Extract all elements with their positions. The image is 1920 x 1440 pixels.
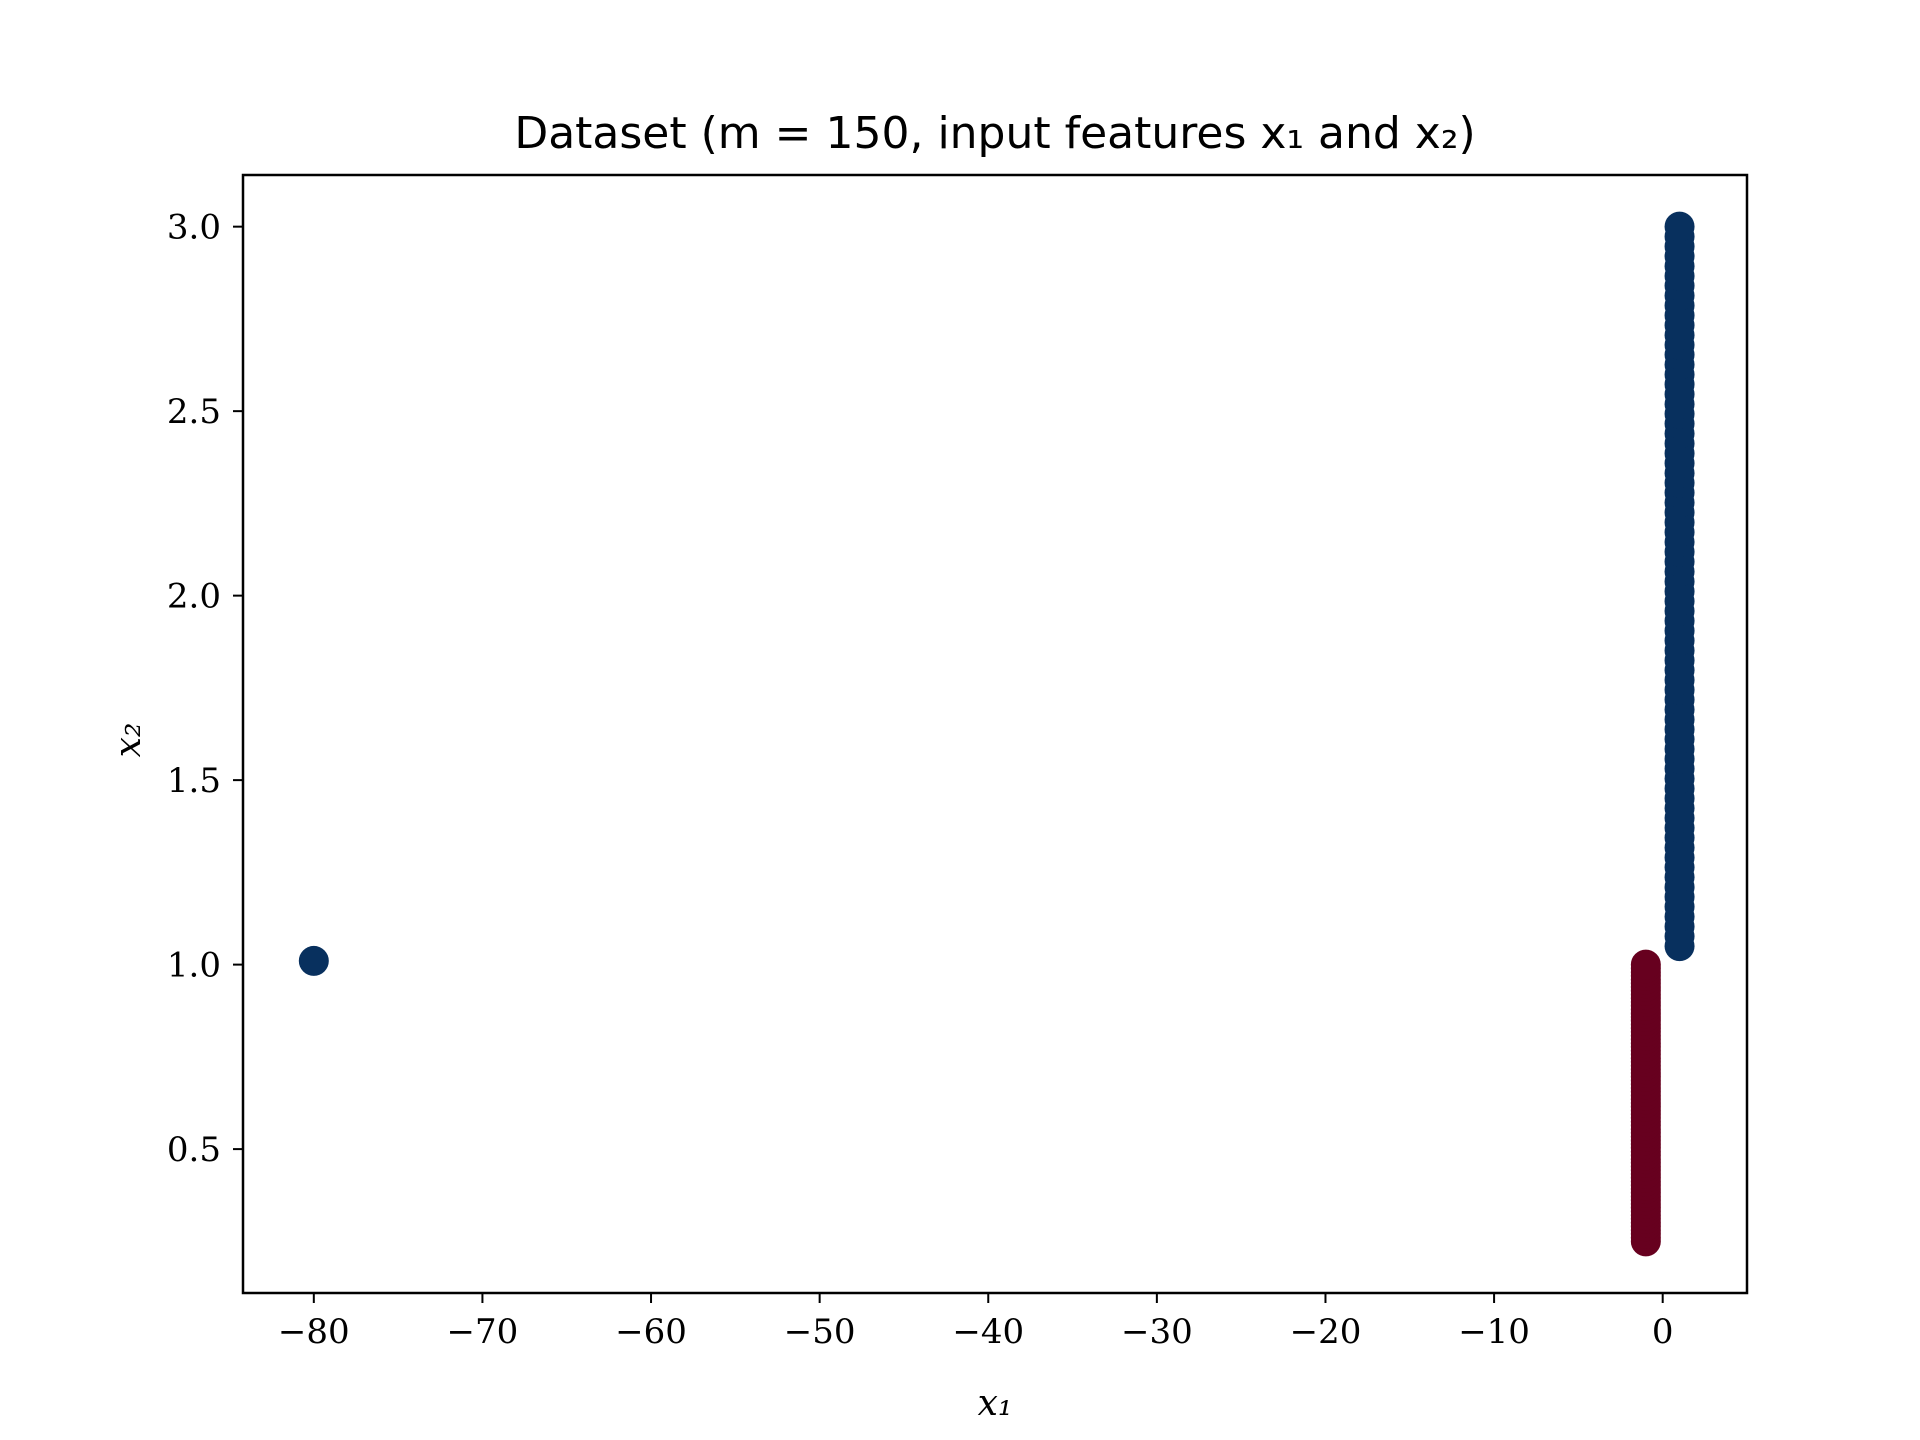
x-tick-label: −20 [1290, 1312, 1362, 1352]
plot-frame [241, 173, 1749, 1295]
y-tick-label: 2.0 [167, 577, 221, 617]
y-tick-label: 2.5 [167, 392, 221, 432]
data-point [1664, 211, 1695, 242]
x-tick-label: −40 [952, 1312, 1024, 1352]
y-tick-label: 1.5 [167, 761, 221, 801]
y-tick-label: 1.0 [167, 946, 221, 986]
x-tick-label: −10 [1458, 1312, 1530, 1352]
y-axis: 0.5 1.0 1.5 2.0 2.5 3.0 [167, 208, 243, 1170]
series-1 [1630, 949, 1661, 1257]
y-tick-label: 0.5 [167, 1130, 221, 1170]
x-axis: −80 −70 −60 −50 −40 −30 −20 −10 0 [278, 1293, 1674, 1352]
x-tick-label: −50 [784, 1312, 856, 1352]
series-0 [298, 211, 1695, 976]
chart-title: Dataset (m = 150, input features x₁ and … [514, 108, 1475, 159]
plot-area [298, 211, 1695, 1257]
y-axis-label: x₂ [108, 723, 149, 758]
x-tick-label: 0 [1652, 1312, 1674, 1352]
x-tick-label: −70 [447, 1312, 519, 1352]
x-tick-label: −30 [1121, 1312, 1193, 1352]
data-point [1630, 949, 1661, 980]
x-tick-label: −80 [278, 1312, 350, 1352]
x-tick-label: −60 [615, 1312, 687, 1352]
y-tick-label: 3.0 [167, 208, 221, 248]
x-axis-label: x₁ [978, 1383, 1013, 1424]
data-point [298, 945, 329, 976]
